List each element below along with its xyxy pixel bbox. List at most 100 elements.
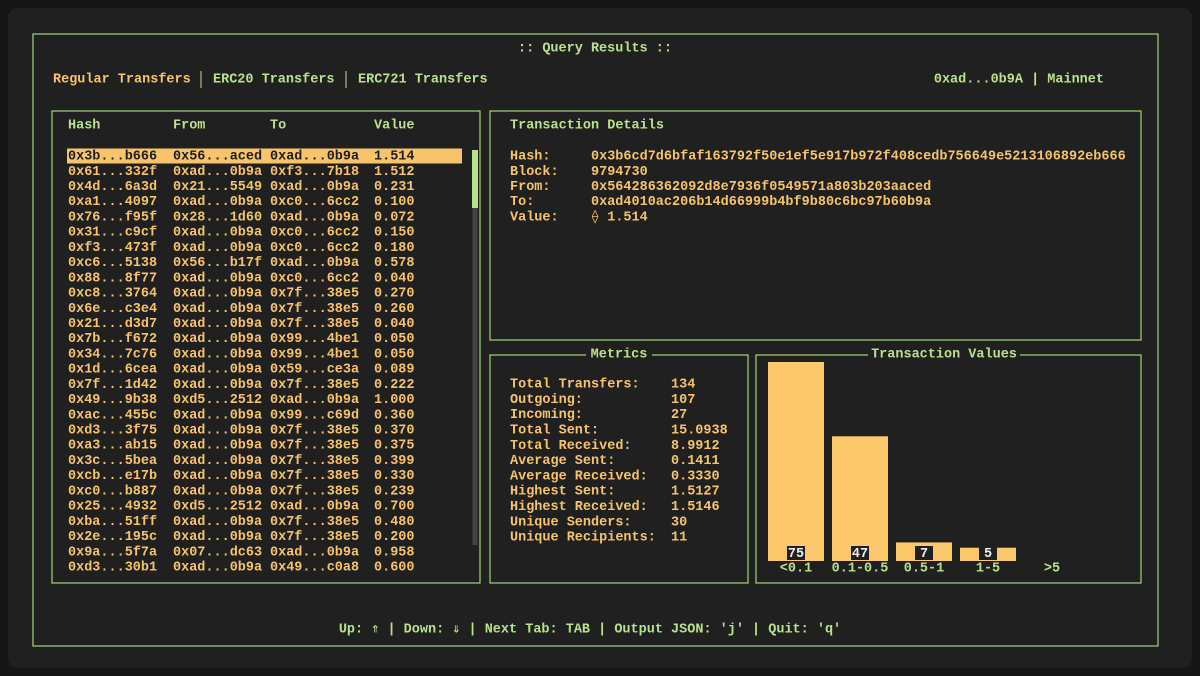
table-cell[interactable]: 0xf3...7b18 (270, 165, 359, 180)
tab[interactable]: ERC20 Transfers (213, 73, 335, 88)
table-cell[interactable]: 0xf3...473f (68, 241, 157, 256)
table-cell[interactable]: 0xad...0b9a (173, 408, 262, 423)
table-cell[interactable]: 0x56...aced (173, 150, 262, 165)
table-cell[interactable]: 0.050 (374, 347, 415, 362)
table-cell[interactable]: 0x88...8f77 (68, 271, 157, 286)
table-cell[interactable]: 0xad...0b9a (270, 545, 359, 560)
table-cell[interactable]: 0x56...b17f (173, 256, 262, 271)
table-cell[interactable]: 0x7f...38e5 (270, 378, 359, 393)
table-cell[interactable]: 0.330 (374, 469, 415, 484)
table-cell[interactable]: 0x7b...f672 (68, 332, 157, 347)
table-cell[interactable]: 0xad...0b9a (270, 256, 359, 271)
table-cell[interactable]: 0.370 (374, 424, 415, 439)
table-cell[interactable]: 0x1d...6cea (68, 363, 157, 378)
table-cell[interactable]: 0.700 (374, 500, 415, 515)
table-cell[interactable]: 0xac...455c (68, 408, 157, 423)
table-cell[interactable]: 0x99...4be1 (270, 347, 359, 362)
table-cell[interactable]: 0xad...0b9a (173, 347, 262, 362)
table-cell[interactable]: 0xba...51ff (68, 515, 157, 530)
table-cell[interactable]: 0.260 (374, 302, 415, 317)
table-cell[interactable]: 0xad...0b9a (173, 515, 262, 530)
table-cell[interactable]: 0xad...0b9a (173, 439, 262, 454)
table-cell[interactable]: 0xc0...6cc2 (270, 241, 359, 256)
table-cell[interactable]: 0x76...f95f (68, 210, 157, 225)
table-cell[interactable]: 0xad...0b9a (173, 302, 262, 317)
table-cell[interactable]: 0x28...1d60 (173, 210, 262, 225)
table-cell[interactable]: 0.040 (374, 271, 415, 286)
table-cell[interactable]: 0xad...0b9a (173, 241, 262, 256)
table-cell[interactable]: 0xad...0b9a (173, 484, 262, 499)
table-cell[interactable]: 0xad...0b9a (173, 363, 262, 378)
table-cell[interactable]: 0.089 (374, 363, 415, 378)
table-cell[interactable]: 1.512 (374, 165, 415, 180)
table-cell[interactable]: 0xad...0b9a (173, 530, 262, 545)
table-cell[interactable]: 1.000 (374, 393, 415, 408)
table-cell[interactable]: 0xad...0b9a (173, 271, 262, 286)
table-cell[interactable]: 0xad...0b9a (173, 561, 262, 576)
table-cell[interactable]: 0xd3...30b1 (68, 561, 157, 576)
table-cell[interactable]: 0xc0...b887 (68, 484, 157, 499)
table-cell[interactable]: 0xad...0b9a (173, 454, 262, 469)
table-cell[interactable]: 0xc0...6cc2 (270, 195, 359, 210)
table-cell[interactable]: 0xad...0b9a (173, 332, 262, 347)
table-cell[interactable]: 0xad...0b9a (173, 424, 262, 439)
table-cell[interactable]: 0x34...7c76 (68, 347, 157, 362)
table-cell[interactable]: 0.270 (374, 287, 415, 302)
table-cell[interactable]: 0x9a...5f7a (68, 545, 157, 560)
table-cell[interactable]: 0.180 (374, 241, 415, 256)
table-cell[interactable]: 0.578 (374, 256, 415, 271)
table-cell[interactable]: 0x25...4932 (68, 500, 157, 515)
table-cell[interactable]: 0.222 (374, 378, 415, 393)
table-cell[interactable]: 0x61...332f (68, 165, 157, 180)
table-cell[interactable]: 0x3c...5bea (68, 454, 157, 469)
table-cell[interactable]: 1.514 (374, 150, 415, 165)
table-cell[interactable]: 0.072 (374, 210, 415, 225)
table-cell[interactable]: 0xd3...3f75 (68, 424, 157, 439)
table-cell[interactable]: 0xad...0b9a (270, 500, 359, 515)
table-cell[interactable]: 0xd5...2512 (173, 500, 262, 515)
table-cell[interactable]: 0x7f...38e5 (270, 454, 359, 469)
table-cell[interactable]: 0x4d...6a3d (68, 180, 157, 195)
table-cell[interactable]: 0xad...0b9a (173, 226, 262, 241)
table-cell[interactable]: 0.600 (374, 561, 415, 576)
table-cell[interactable]: 0x99...c69d (270, 408, 359, 423)
table-cell[interactable]: 0.040 (374, 317, 415, 332)
table-cell[interactable]: 0x21...5549 (173, 180, 262, 195)
table-cell[interactable]: 0x7f...38e5 (270, 515, 359, 530)
table-cell[interactable]: 0xad...0b9a (173, 378, 262, 393)
table-cell[interactable]: 0x2e...195c (68, 530, 157, 545)
table-cell[interactable]: 0x7f...38e5 (270, 287, 359, 302)
table-cell[interactable]: 0x6e...c3e4 (68, 302, 157, 317)
table-cell[interactable]: 0xad...0b9a (173, 317, 262, 332)
table-cell[interactable]: 0xad...0b9a (173, 165, 262, 180)
tab[interactable]: Regular Transfers (53, 73, 191, 88)
table-cell[interactable]: 0x7f...38e5 (270, 469, 359, 484)
table-cell[interactable]: 0x7f...38e5 (270, 302, 359, 317)
scroll-thumb[interactable] (472, 150, 478, 208)
table-cell[interactable]: 0x7f...1d42 (68, 378, 157, 393)
table-cell[interactable]: 0x99...4be1 (270, 332, 359, 347)
table-cell[interactable]: 0xc0...6cc2 (270, 226, 359, 241)
table-cell[interactable]: 0x21...d3d7 (68, 317, 157, 332)
table-cell[interactable]: 0xa1...4097 (68, 195, 157, 210)
tab[interactable]: ERC721 Transfers (358, 73, 488, 88)
table-cell[interactable]: 0x31...c9cf (68, 226, 157, 241)
table-cell[interactable]: 0.050 (374, 332, 415, 347)
table-cell[interactable]: 0xad...0b9a (270, 180, 359, 195)
table-cell[interactable]: 0.958 (374, 545, 415, 560)
table-cell[interactable]: 0xad...0b9a (270, 210, 359, 225)
table-cell[interactable]: 0x49...9b38 (68, 393, 157, 408)
table-cell[interactable]: 0xc6...5138 (68, 256, 157, 271)
table-cell[interactable]: 0xa3...ab15 (68, 439, 157, 454)
table-cell[interactable]: 0.480 (374, 515, 415, 530)
table-cell[interactable]: 0x7f...38e5 (270, 317, 359, 332)
table-cell[interactable]: 0xc0...6cc2 (270, 271, 359, 286)
table-cell[interactable]: 0.239 (374, 484, 415, 499)
table-cell[interactable]: 0.150 (374, 226, 415, 241)
table-cell[interactable]: 0x7f...38e5 (270, 439, 359, 454)
table-cell[interactable]: 0xad...0b9a (270, 393, 359, 408)
table-cell[interactable]: 0xcb...e17b (68, 469, 157, 484)
table-cell[interactable]: 0.375 (374, 439, 415, 454)
table-cell[interactable]: 0x49...c0a8 (270, 561, 359, 576)
table-cell[interactable]: 0xc8...3764 (68, 287, 157, 302)
